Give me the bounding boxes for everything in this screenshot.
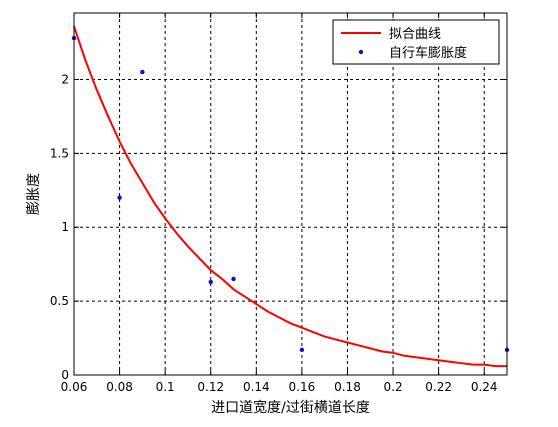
scatter-point	[231, 276, 236, 282]
plot-area	[74, 13, 507, 375]
axis-ticks: 0.06 0.08 0.1 0.12 0.14 0.16 0.18 0.2 0.22 0.24 0 0…	[50, 13, 507, 394]
x-tick-label: 0.16	[289, 380, 316, 394]
scatter-point	[208, 279, 213, 285]
y-tick-label: 1	[61, 220, 69, 234]
x-tick-label: 0.08	[106, 380, 133, 394]
grid	[74, 13, 507, 376]
y-tick-label: 2	[61, 72, 69, 86]
x-tick-label: 0.14	[243, 380, 270, 394]
scatter-point	[117, 195, 122, 200]
legend-scatter-marker-swatch	[358, 49, 364, 55]
x-tick-label: 0.24	[471, 380, 498, 394]
plot-frame	[73, 12, 508, 376]
y-tick-label: 1.5	[50, 146, 69, 160]
y-axis-label: 膨胀度	[25, 173, 42, 215]
x-tick-label: 0.06	[61, 380, 88, 394]
y-tick-label: 0.5	[50, 294, 69, 308]
x-axis-label: 进口道宽度/过街横道长度	[211, 399, 370, 416]
legend-fit-line-label: 拟合曲线	[389, 27, 441, 42]
legend-scatter-label: 自行车膨胀度	[389, 45, 467, 61]
plot-series	[71, 25, 510, 368]
y-tick-label: 0	[61, 368, 69, 382]
x-tick-label: 0.1	[156, 380, 175, 394]
x-tick-label: 0.22	[425, 380, 452, 394]
fit-curve-line	[73, 25, 507, 368]
scatter-point	[299, 347, 305, 353]
x-tick-label: 0.18	[334, 380, 361, 394]
legend-box	[332, 19, 500, 65]
x-tick-label: 0.2	[384, 380, 403, 394]
scatter-point	[140, 69, 145, 75]
x-tick-label: 0.12	[197, 380, 224, 394]
legend: 拟合曲线 自行车膨胀度	[332, 19, 500, 65]
